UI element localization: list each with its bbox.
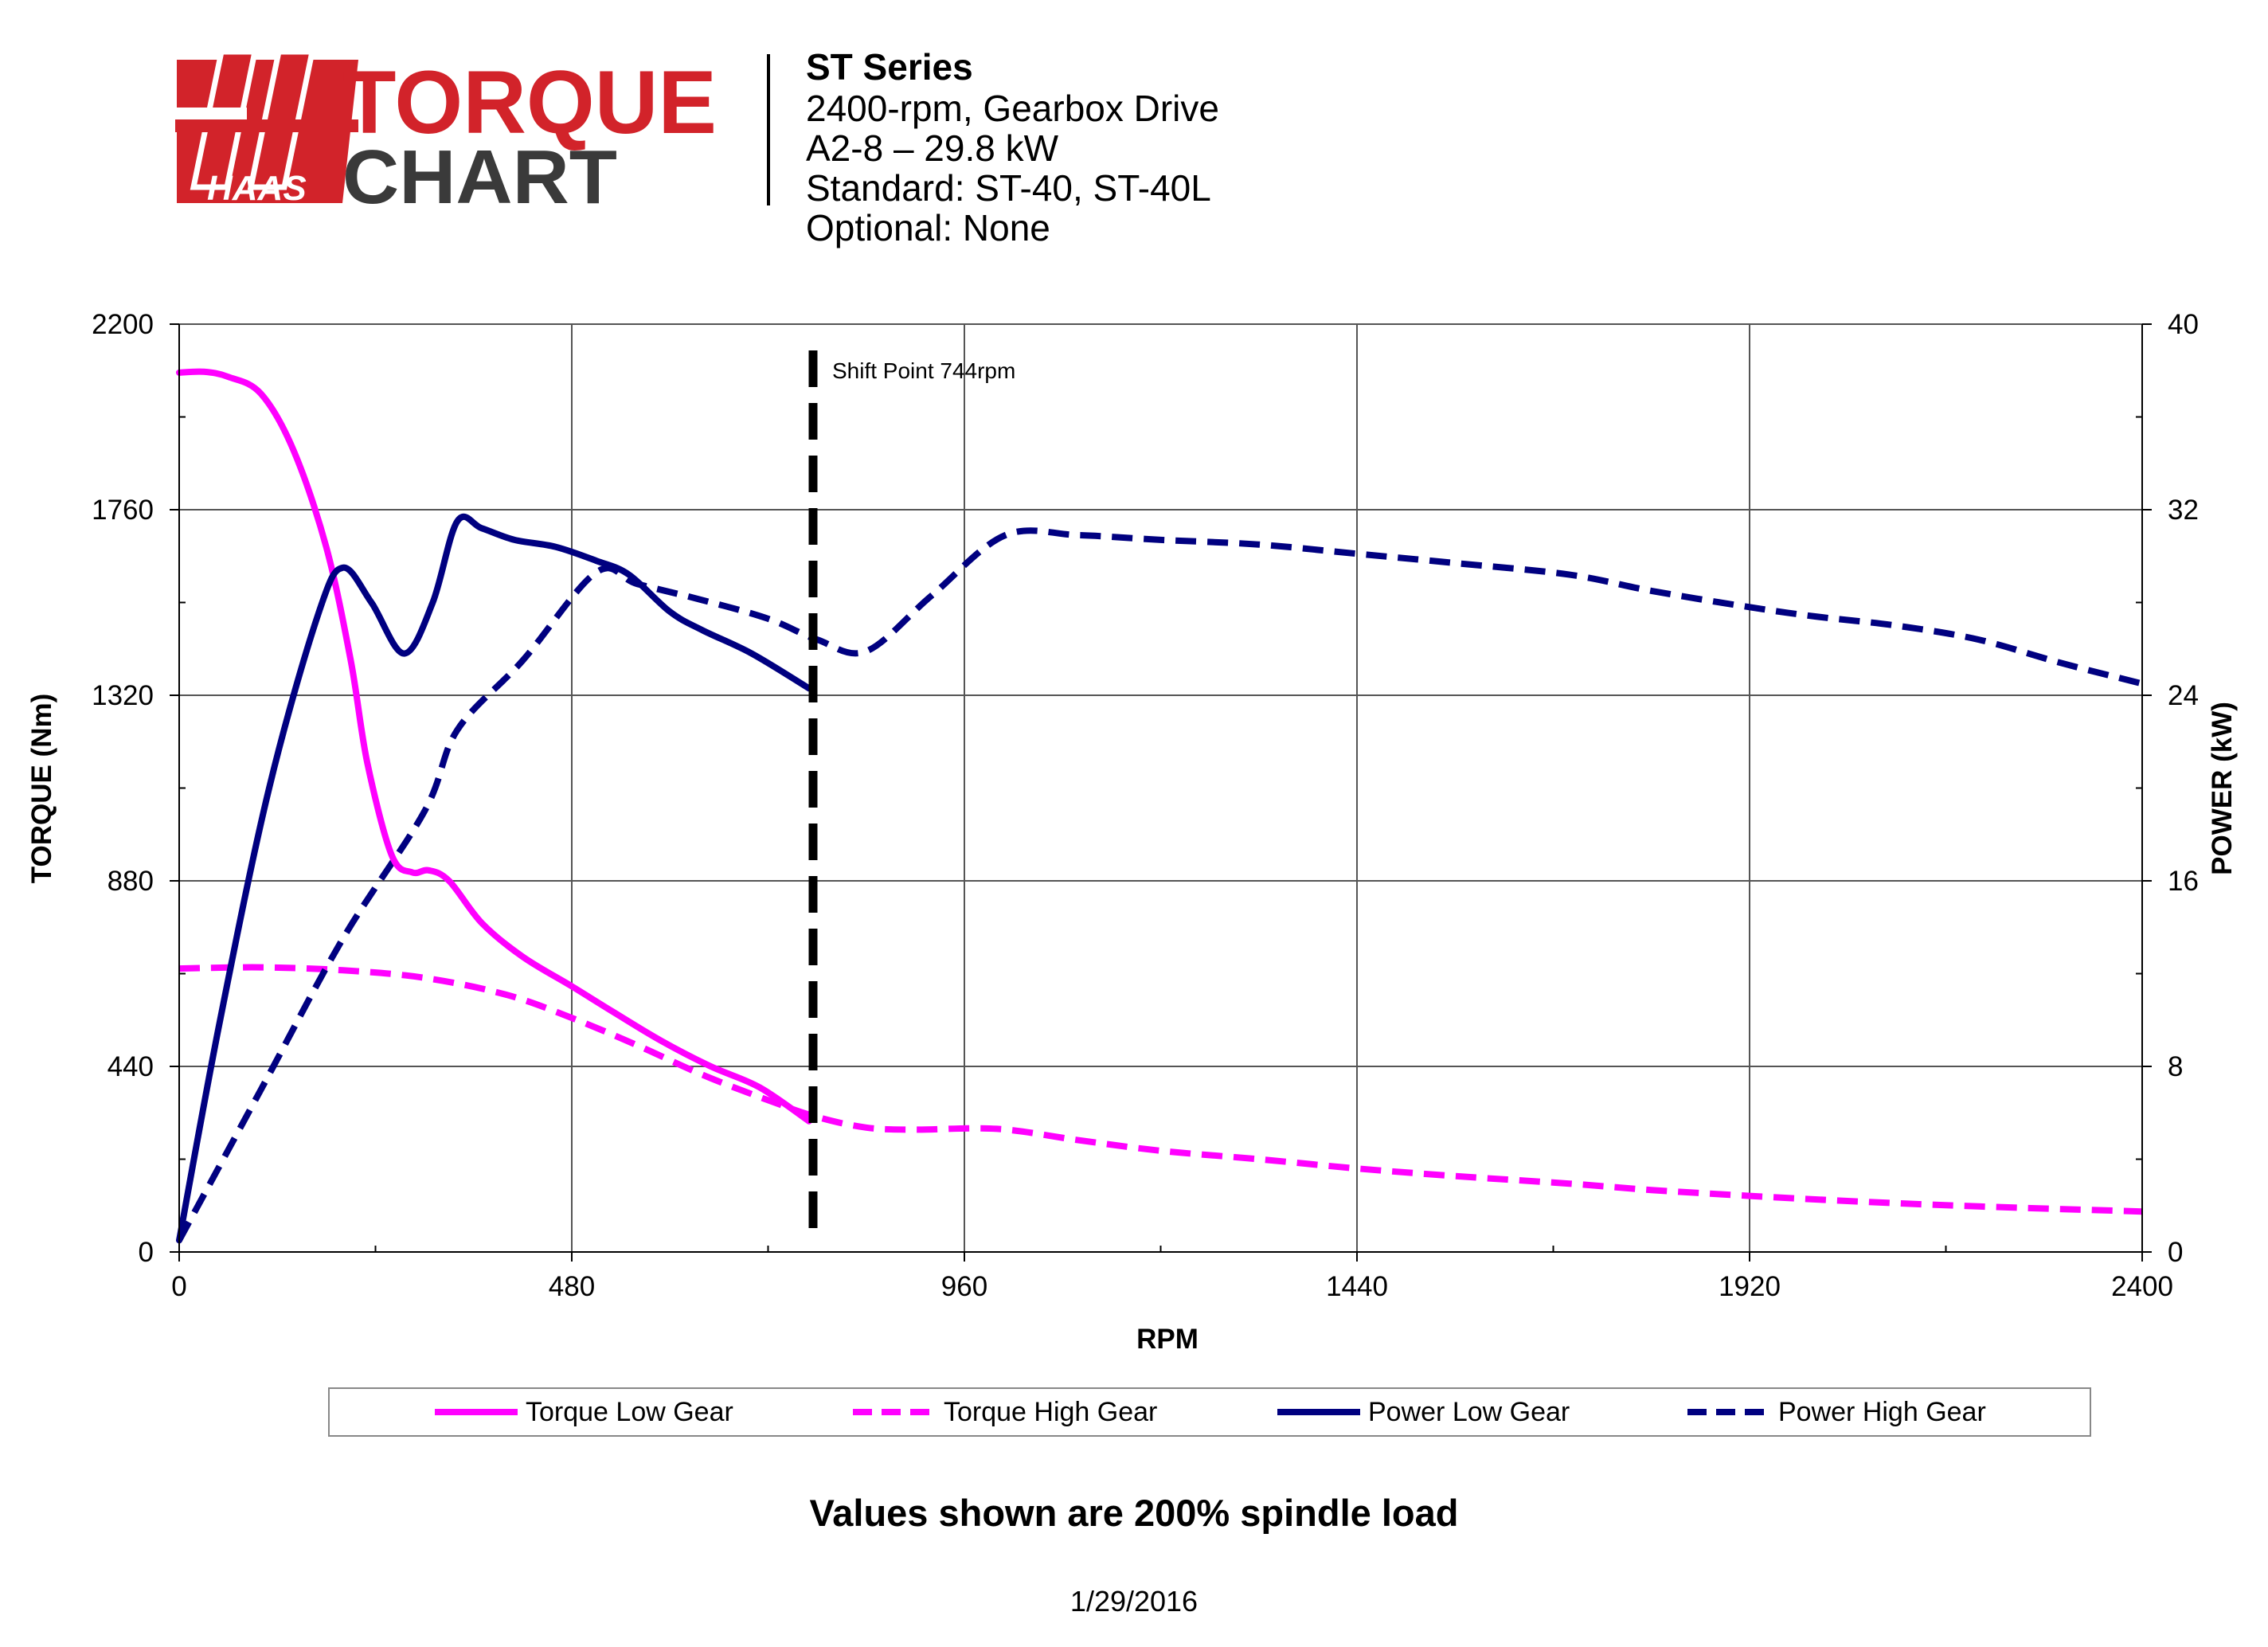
logo-word-torque: TORQUE [342,53,717,152]
y-tick-label-right: 8 [2168,1051,2183,1082]
legend-item-torque-low: Torque Low Gear [433,1389,733,1435]
x-axis-label: RPM [1136,1324,1199,1355]
y-tick-label-left: 2200 [92,309,154,340]
y-tick-label-right: 32 [2168,495,2199,526]
y-tick-label-right: 24 [2168,680,2199,711]
chart-date: 1/29/2016 [1069,1585,1199,1618]
x-tick-label: 1920 [1719,1271,1781,1302]
legend-swatch-torque-low [435,1409,518,1415]
footnote: Values shown are 200% spindle load [809,1492,1459,1534]
x-tick-label: 0 [171,1271,186,1302]
series-line-power-high-gear [176,527,2143,1242]
x-tick-label: 1440 [1326,1271,1388,1302]
legend-label-power-low: Power Low Gear [1368,1396,1570,1427]
legend-swatch-torque-high [853,1409,936,1415]
chart-subtitle-drive: 2400-rpm, Gearbox Drive [806,88,1219,129]
header-divider [767,54,770,205]
y-tick-label-left: 1320 [92,680,154,711]
legend-label-torque-low: Torque Low Gear [526,1396,733,1427]
legend-item-power-low: Power Low Gear [1276,1389,1570,1435]
shift-point-label: Shift Point 744rpm [832,358,1015,383]
legend-item-torque-high: Torque High Gear [851,1389,1157,1435]
chart-title: ST Series [806,46,973,88]
x-tick-label: 960 [941,1271,987,1302]
y-tick-label-left: 880 [108,866,154,897]
legend-swatch-power-low [1277,1409,1360,1415]
legend-label-power-high: Power High Gear [1778,1396,1986,1427]
legend-label-torque-high: Torque High Gear [944,1396,1158,1427]
y-tick-label-right: 40 [2168,309,2199,340]
chart-subtitle-standard: Standard: ST-40, ST-40L [806,167,1211,209]
series-line-torque-high-gear [178,964,2143,1215]
logo-word-chart: CHART [342,135,617,215]
y-axis-label-right: POWER (kW) [2207,702,2238,875]
haas-torque-chart-logo: HAAS TORQUE CHART [151,49,717,215]
legend-item-power-high: Power High Gear [1686,1389,1986,1435]
x-tick-label: 480 [549,1271,595,1302]
y-tick-label-right: 16 [2168,866,2199,897]
y-tick-label-left: 1760 [92,495,154,526]
logo-brand: HAAS [207,169,307,208]
chart-subtitle-spindle: A2-8 – 29.8 kW [806,127,1059,169]
series-line-torque-low-gear [176,368,812,1125]
series-line-power-low-gear [176,513,812,1244]
logo-bar-2 [175,119,358,132]
chart-subtitle-optional: Optional: None [806,207,1050,248]
x-tick-label: 2400 [2111,1271,2173,1302]
y-tick-label-right: 0 [2168,1237,2183,1268]
y-axis-label-left: TORQUE (Nm) [26,694,57,884]
y-tick-label-left: 0 [139,1237,154,1268]
legend-swatch-power-high [1687,1409,1770,1415]
y-tick-label-left: 440 [108,1051,154,1082]
legend: Torque Low Gear Torque High Gear Power L… [328,1387,2091,1437]
